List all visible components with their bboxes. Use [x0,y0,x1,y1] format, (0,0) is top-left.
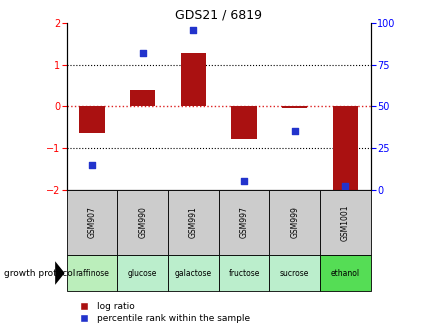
Bar [117,255,168,291]
Text: GSM997: GSM997 [239,206,248,238]
Bar [117,190,168,255]
Bar [130,91,155,106]
Bar [319,190,370,255]
Bar [180,53,206,106]
Point [240,179,247,184]
Bar [281,106,307,108]
Text: raffinose: raffinose [75,268,109,278]
Text: GSM999: GSM999 [289,206,298,238]
Bar [269,255,319,291]
Text: sucrose: sucrose [280,268,309,278]
Point [89,162,95,167]
Text: GSM1001: GSM1001 [340,204,349,241]
Text: GSM907: GSM907 [87,206,96,238]
Bar [67,190,117,255]
Bar [168,190,218,255]
Bar [231,106,256,139]
Bar [67,255,117,291]
Point [139,50,146,56]
Bar [168,255,218,291]
Bar [79,106,104,133]
Polygon shape [55,261,64,285]
Text: ethanol: ethanol [330,268,359,278]
Bar [218,190,269,255]
Text: glucose: glucose [128,268,157,278]
Text: GSM990: GSM990 [138,206,147,238]
Bar [269,190,319,255]
Text: growth protocol: growth protocol [4,268,76,278]
Bar [218,255,269,291]
Point [291,129,298,134]
Bar [332,106,357,190]
Text: galactose: galactose [175,268,212,278]
Point [190,27,197,32]
Legend: log ratio, percentile rank within the sample: log ratio, percentile rank within the sa… [71,299,253,327]
Point [341,184,348,189]
Bar [319,255,370,291]
Text: fructose: fructose [228,268,259,278]
Title: GDS21 / 6819: GDS21 / 6819 [175,9,261,22]
Text: GSM991: GSM991 [188,206,197,238]
